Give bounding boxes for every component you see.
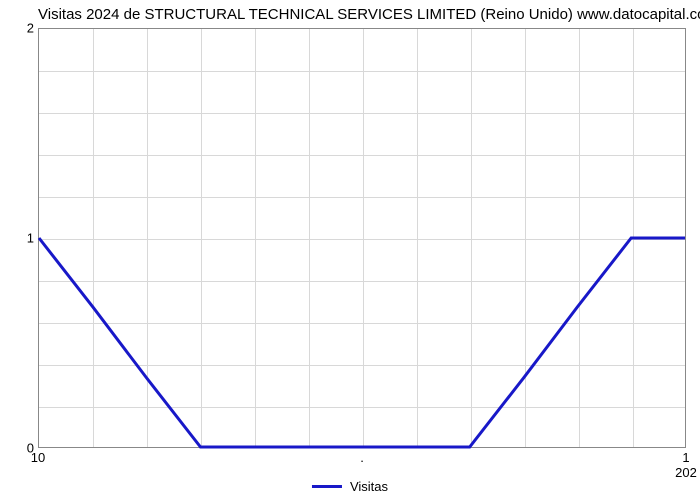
y-tick-label: 2: [4, 21, 34, 36]
x-tick-label: .: [360, 450, 364, 465]
legend-label: Visitas: [350, 479, 388, 494]
x-tick-sublabel: 202: [675, 465, 697, 480]
legend: Visitas: [312, 479, 388, 494]
legend-swatch: [312, 485, 342, 488]
x-tick-label: 10: [31, 450, 45, 465]
y-tick-label: 0: [4, 441, 34, 456]
y-tick-label: 1: [4, 231, 34, 246]
plot-area: [38, 28, 686, 448]
chart-title: Visitas 2024 de STRUCTURAL TECHNICAL SER…: [38, 6, 700, 23]
x-tick-label: 1: [682, 450, 689, 465]
series-line-visitas: [39, 238, 685, 447]
series-layer: [39, 29, 685, 447]
